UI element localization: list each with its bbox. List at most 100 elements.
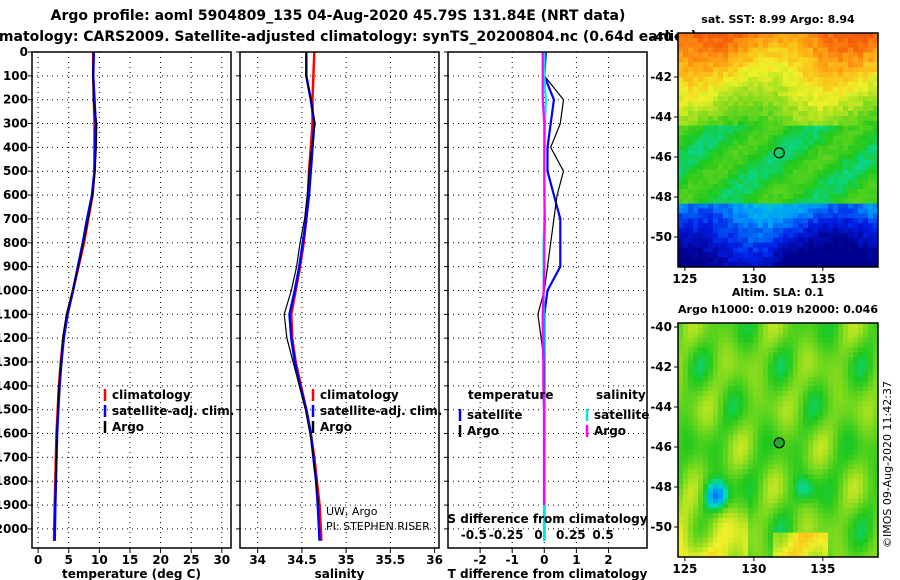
map-cell [873,120,879,127]
map-cell [823,169,829,175]
map-cell [718,150,724,156]
map-cell [858,42,864,49]
map-cell [713,410,719,417]
map-cell [808,425,814,431]
map-cell [688,420,694,426]
map-cell [848,405,854,412]
map-cell [808,323,814,329]
map-cell [738,537,744,543]
map-cell [843,150,849,156]
map-cell [698,391,704,397]
map-cell [868,420,874,426]
map-cell [788,464,794,470]
map-cell [753,33,759,39]
map-cell [743,120,749,127]
map-cell [743,237,749,244]
map-cell [873,57,879,63]
map-cell [798,430,804,436]
map-cell [823,218,829,224]
map-cell [748,111,754,117]
map-cell [813,347,819,353]
map-cell [773,522,779,529]
map-cell [758,352,764,358]
map-cell [873,479,879,485]
map-cell [788,357,794,363]
map-cell [688,474,694,480]
map-cell [713,527,719,534]
map-cell [858,218,864,224]
map-cell [848,145,854,151]
map-cell [873,415,879,421]
map-cell [763,184,769,190]
map-cell [803,213,809,219]
map-cell [843,396,849,402]
map-cell [858,342,864,348]
map-cell [818,184,824,190]
map-cell [678,42,684,49]
map-cell [718,405,724,412]
map-cell [843,420,849,426]
map-cell [748,479,754,485]
map-cell [848,237,854,244]
map-cell [718,425,724,431]
map-cell [873,203,879,209]
map-cell [798,479,804,485]
map-cell [713,101,719,107]
map-cell [863,479,869,485]
map-cell [753,366,759,373]
map-cell [813,464,819,470]
map-cell [863,435,869,441]
map-cell [833,459,839,465]
map-cell [763,52,769,58]
map-cell [848,67,854,73]
map-cell [848,332,854,339]
map-cell [743,337,749,343]
map-cell [683,508,689,514]
map-cell [753,430,759,436]
map-cell [778,337,784,343]
map-cell [708,518,714,524]
map-cell [798,86,804,92]
map-cell [678,150,684,156]
map-cell [838,193,844,200]
map-cell [718,208,724,214]
map-cell [738,415,744,421]
map-cell [868,189,874,195]
map-cell [713,337,719,343]
map-cell [848,203,854,209]
legend-label: climatology [320,388,399,402]
map-cell [803,125,809,131]
map-cell [823,189,829,195]
map-cell [693,208,699,214]
map-cell [748,145,754,151]
map-cell [733,449,739,456]
map-cell [693,174,699,180]
map-cell [693,332,699,339]
map-cell [683,174,689,180]
map-cell [868,513,874,519]
map-cell [733,488,739,495]
map-cell [743,415,749,421]
map-cell [733,252,739,258]
map-cell [843,469,849,475]
map-cell [833,81,839,88]
y-tick-label: 1500 [0,403,28,417]
map-cell [798,150,804,156]
map-cell [853,37,859,44]
map-cell [853,410,859,417]
map-cell [753,552,759,558]
map-cell [688,488,694,495]
map-cell [773,81,779,88]
map-cell [698,522,704,529]
map-cell [693,257,699,263]
map-cell [793,154,799,161]
map-cell [803,347,809,353]
map-cell [733,547,739,553]
map-cell [678,440,684,446]
map-cell [818,542,824,548]
map-cell [713,386,719,392]
map-cell [818,459,824,465]
map-cell [848,57,854,63]
map-cell [833,488,839,495]
map-cell [858,213,864,219]
